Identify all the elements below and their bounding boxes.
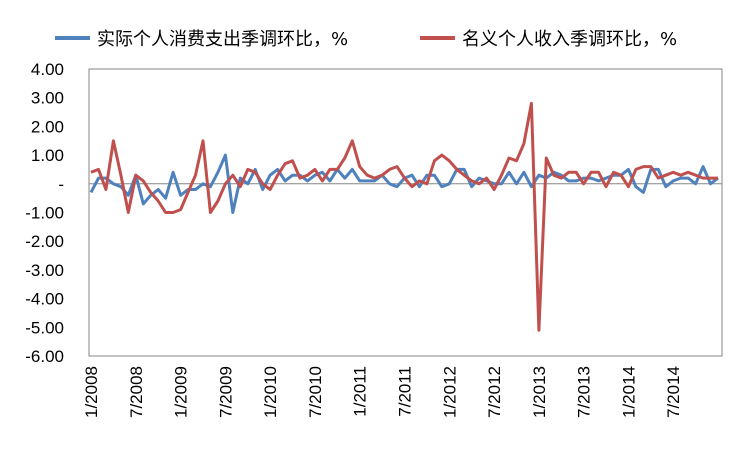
y-tick-label: -5.00: [25, 318, 64, 337]
y-tick-label: 4.00: [31, 60, 64, 79]
x-tick-label: 1/2010: [261, 366, 280, 418]
x-tick-label: 1/2014: [619, 366, 638, 418]
y-tick-label: -2.00: [25, 232, 64, 251]
x-tick-label: 1/2012: [440, 366, 459, 418]
legend-label-series-2: 名义个人收入季调环比，%: [462, 29, 677, 50]
x-tick-label: 1/2011: [351, 366, 370, 417]
x-tick-label: 1/2009: [172, 366, 191, 418]
y-tick-label: -3.00: [25, 261, 64, 280]
x-tick-label: 7/2011: [396, 366, 415, 417]
y-tick-label: 2.00: [31, 117, 64, 136]
plot-area: [88, 68, 723, 357]
legend: 实际个人消费支出季调环比，% 名义个人收入季调环比，%: [55, 29, 677, 50]
x-tick-label: 1/2013: [530, 366, 549, 418]
legend-label-series-1: 实际个人消费支出季调环比，%: [97, 29, 348, 50]
x-tick-label: 7/2008: [127, 366, 146, 418]
x-tick-label: 7/2012: [485, 366, 504, 418]
series-lines: [89, 101, 719, 332]
y-tick-label: -4.00: [25, 290, 64, 309]
series-line-2: [90, 101, 718, 332]
x-axis-ticks: 1/2008 7/2008 1/2009 7/2009 1/2010 7/2010 1/20…: [82, 366, 683, 418]
y-tick-label: -6.00: [25, 347, 64, 366]
y-axis-ticks: 4.00 3.00 2.00 1.00 - -1.00 -2.00 -3.00 -4.00 -5.…: [25, 60, 64, 366]
y-tick-label: -: [58, 175, 64, 194]
x-tick-label: 7/2014: [664, 366, 683, 418]
y-tick-label: 1.00: [31, 146, 64, 165]
y-tick-label: -1.00: [25, 204, 64, 223]
x-tick-label: 1/2008: [82, 366, 101, 418]
y-tick-label: 3.00: [31, 89, 64, 108]
x-tick-label: 7/2013: [575, 366, 594, 418]
x-tick-label: 7/2010: [306, 366, 325, 418]
x-tick-label: 7/2009: [216, 366, 235, 418]
